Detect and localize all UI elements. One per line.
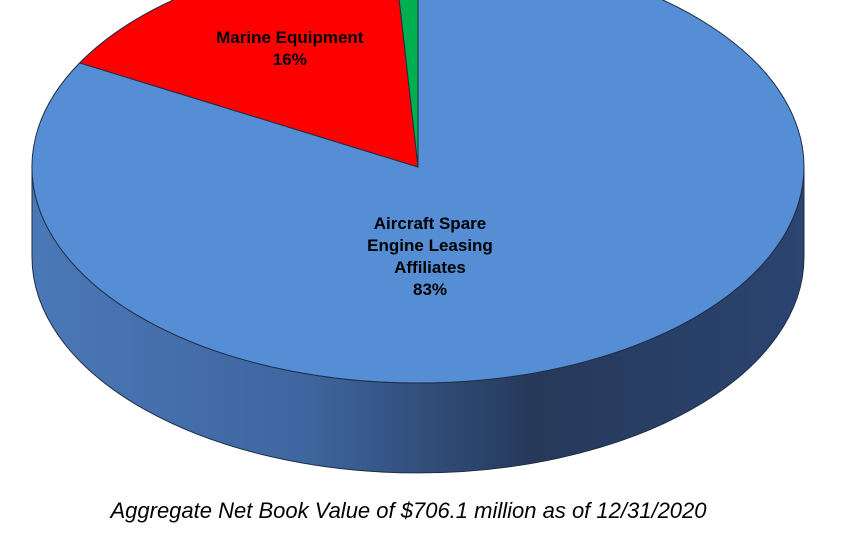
label-aircraft-engine-leasing-value: 83%: [413, 280, 447, 299]
label-marine-equipment-line-0: Marine Equipment: [216, 28, 364, 47]
label-aircraft-engine-leasing-line-2: Affiliates: [394, 258, 466, 277]
slice-other: [398, 0, 419, 168]
slice-marine-equipment: [78, 0, 419, 168]
label-aircraft-engine-leasing-line-0: Aircraft Spare: [374, 214, 486, 233]
chart-caption: Aggregate Net Book Value of $706.1 milli…: [110, 498, 707, 523]
slice-aircraft-engine-leasing: [31, 0, 805, 384]
label-aircraft-engine-leasing-line-1: Engine Leasing: [367, 236, 493, 255]
label-marine-equipment-value: 16%: [273, 50, 307, 69]
